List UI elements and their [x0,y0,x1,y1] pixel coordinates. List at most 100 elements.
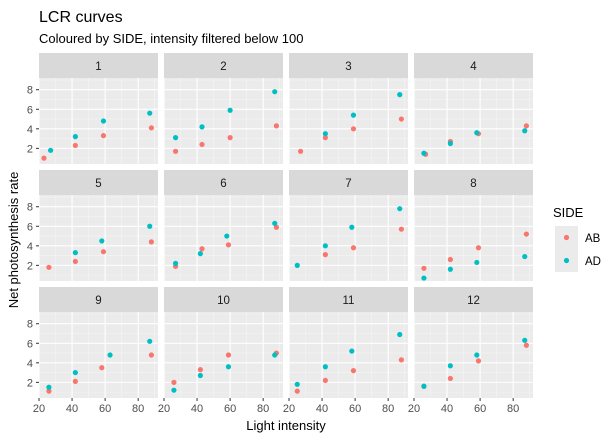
data-point-ad [349,224,355,230]
data-point-ab [350,245,357,251]
data-point-ad [199,124,205,130]
x-tick-label: 40 [441,403,453,415]
data-point-ab [99,365,105,371]
data-point-ad [225,364,232,370]
data-point-ad [100,118,107,124]
y-axis-title: Net photosynthesis rate [6,172,21,309]
facet-plot-area [164,312,283,398]
x-tick-label: 80 [382,403,394,415]
x-tick-label: 80 [257,403,269,415]
x-axis-group: 20 40 60 80 20 40 60 80 20 40 60 80 20 40 60 80 [33,398,519,415]
data-point-ad [474,259,480,266]
facet-strip-label: 4 [470,61,477,73]
facet-strip [39,170,158,195]
facet-strip-label: 7 [345,178,351,190]
data-point-ab [447,256,453,263]
facet-panel: 11 [288,287,408,398]
facet-plot-area [39,312,158,398]
data-point-ad [72,369,78,376]
facet-strip [39,53,158,78]
data-point-ad [72,134,78,140]
facet-strip-label: 2 [220,61,226,73]
data-point-ab [398,116,404,122]
facet-strip [164,170,283,195]
data-point-ab [322,135,328,141]
facet-panel: 2 [163,53,283,164]
y-tick-label: 2 [27,260,33,272]
facet-strip [289,287,408,312]
data-point-ab [199,246,205,252]
x-tick-label: 40 [191,403,203,415]
data-point-ad [522,128,528,134]
facet-strip-label: 12 [467,295,480,307]
legend-label-ab: AB [585,233,601,245]
y-tick-label: 8 [27,319,33,331]
data-point-ab [398,357,404,363]
facet-plot-area [414,312,533,398]
data-point-ab [148,352,154,358]
data-point-ad [349,348,355,354]
data-point-ab [148,239,154,245]
x-tick-label: 80 [132,403,144,415]
facet-strip [414,287,533,312]
data-point-ab [72,142,78,149]
x-tick-label: 60 [224,403,236,415]
x-tick-label: 20 [158,403,170,415]
y-tick-label: 6 [27,338,33,350]
data-point-ad [197,372,203,379]
x-tick-label: 60 [474,403,486,415]
data-point-ad [350,112,357,118]
data-point-ad [447,140,453,147]
facet-strip-label: 10 [217,295,230,307]
facet-strip-label: 3 [345,61,351,73]
facet-plot-area [289,312,408,398]
data-point-ad [294,262,300,268]
data-point-ab [294,388,300,394]
data-point-ad [46,384,52,390]
data-point-ab [199,141,205,148]
data-point-ad [322,131,328,137]
x-tick-label: 20 [408,403,420,415]
x-tick-label: 20 [283,403,295,415]
data-point-ab [171,379,177,385]
facet-panel: 10 [163,287,283,398]
data-point-ad [147,223,153,229]
facet-panel: 8 [413,170,533,281]
data-point-ab [273,224,279,230]
facet-plot-area [289,78,408,164]
data-point-ab [273,123,279,129]
x-tick-label: 40 [316,403,328,415]
data-point-ab [100,133,107,139]
legend: SIDE AB AD [553,205,601,272]
data-point-ab [523,342,529,348]
facet-panel: 6 [163,170,283,281]
data-point-ad [421,383,427,389]
data-point-ab [72,378,78,384]
y-tick-label: 8 [27,202,33,214]
data-point-ab [475,358,482,364]
data-point-ad [172,260,179,267]
legend-title: SIDE [553,205,584,220]
facet-strip [164,53,283,78]
data-point-ab [46,388,52,394]
data-point-ad [272,220,278,226]
legend-key-ad [563,257,570,264]
facet-strip-label: 8 [470,178,476,190]
facet-strip [414,53,533,78]
data-point-ad [227,107,233,113]
y-tick-label: 2 [27,377,33,389]
data-point-ab [398,226,404,232]
data-point-ab [100,249,107,255]
data-point-ab [148,125,154,131]
facet-panel: 4 [413,53,533,164]
facet-strip [414,170,533,195]
data-point-ab [225,242,232,248]
data-point-ad [172,135,179,141]
y-tick-label: 6 [27,104,33,116]
data-point-ad [447,363,453,369]
legend-entries: AB AD [555,226,601,272]
legend-label-ad: AD [585,256,601,268]
data-point-ab [421,265,427,271]
facet-panel: 3 [288,53,408,164]
facet-strip-label: 9 [95,295,101,307]
